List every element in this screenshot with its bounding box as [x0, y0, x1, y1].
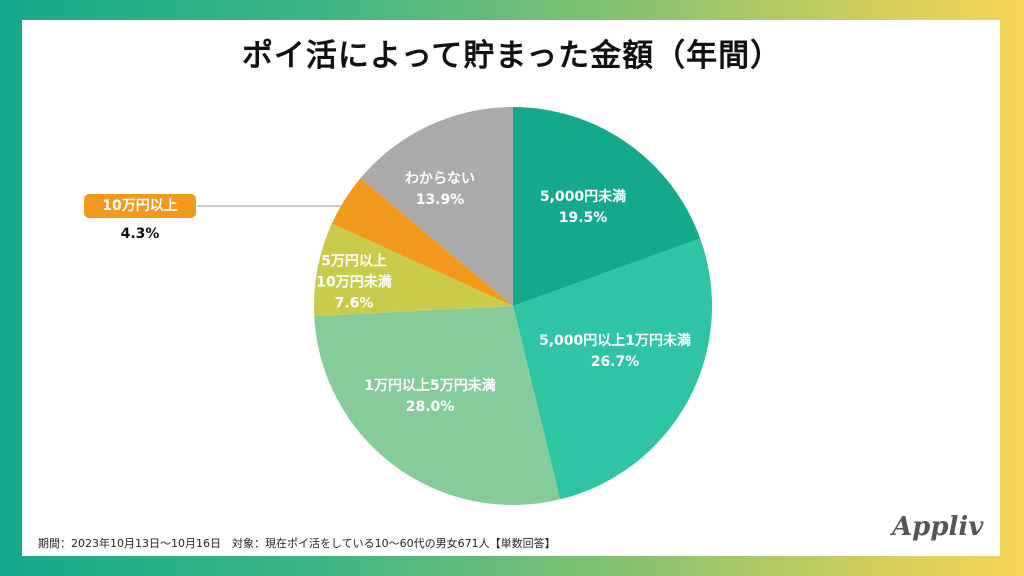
- slice-label-5000-to-10000: 5,000円以上1万円未満 26.7%: [539, 331, 691, 373]
- slice-label-50000-to-100000: 5万円以上 10万円未満 7.6%: [316, 252, 391, 315]
- chart-title: ポイ活によって貯まった金額（年間）: [241, 38, 783, 74]
- slice-value: 13.9%: [415, 192, 465, 208]
- slice-value: 19.5%: [558, 210, 608, 226]
- slice-name-line-1: 5万円以上: [321, 253, 387, 270]
- pie-slice-1: [513, 238, 712, 500]
- pie-slice-0: [513, 107, 701, 306]
- slice-name: 5,000円未満: [539, 189, 627, 205]
- slice-name: 1万円以上5万円未満: [364, 378, 496, 394]
- pie-slice-5: [360, 107, 513, 306]
- slice-value: 26.7%: [590, 354, 640, 370]
- slice-label-10000-to-50000: 1万円以上5万円未満 28.0%: [364, 376, 495, 418]
- pie-slice-4: [331, 178, 513, 306]
- slice-name: 5,000円以上1万円未満: [538, 333, 692, 349]
- callout-label-over-100000: 10万円以上: [84, 194, 196, 218]
- slice-label-unknown: わからない 13.9%: [405, 169, 475, 211]
- slice-name-line-2: 10万円未満: [316, 274, 392, 291]
- callout-value-over-100000: 4.3%: [120, 226, 160, 242]
- slice-value: 28.0%: [405, 399, 455, 415]
- pie-slice-2: [314, 306, 561, 505]
- pie-slice-3: [314, 223, 513, 316]
- survey-footnote: 期間：2023年10月13日〜10月16日 対象：現在ポイ活をしている10〜60…: [38, 537, 556, 550]
- slice-value: 7.6%: [334, 295, 374, 312]
- slice-label-under-5000: 5,000円未満 19.5%: [540, 187, 626, 229]
- slice-name: わからない: [405, 171, 475, 187]
- appliv-logo: Appliv: [892, 512, 984, 542]
